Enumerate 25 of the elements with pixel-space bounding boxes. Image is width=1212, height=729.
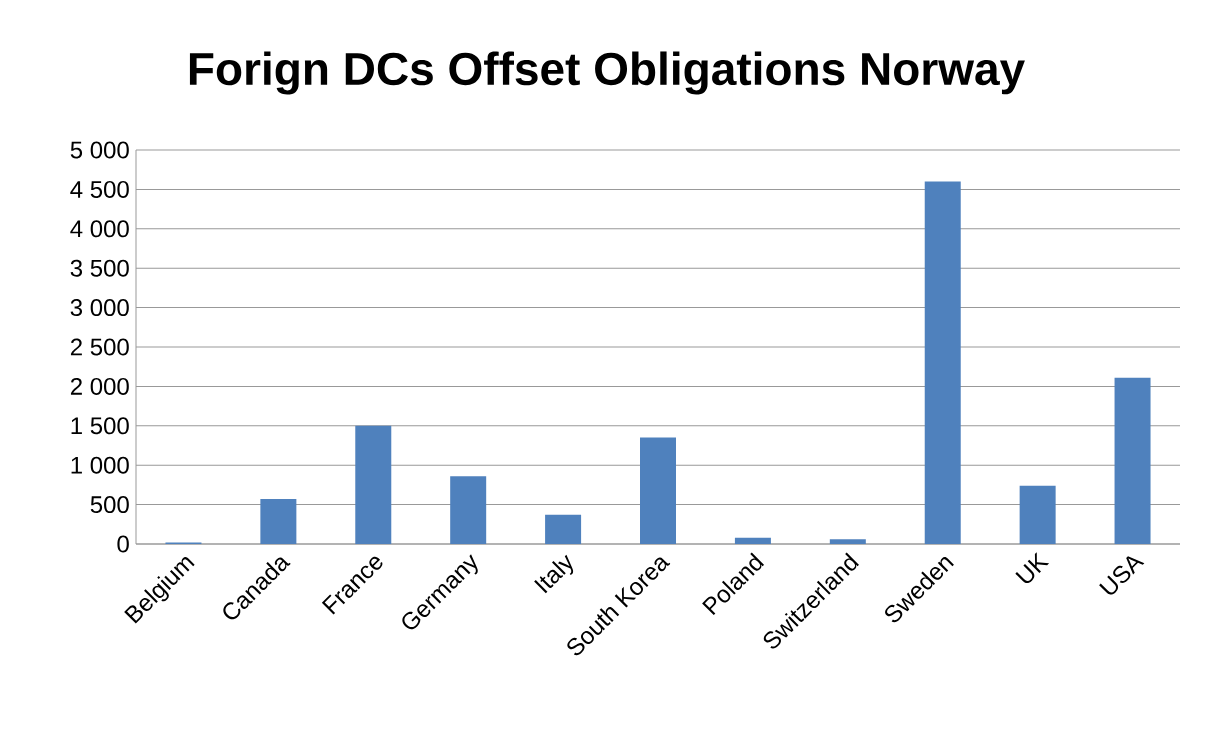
y-tick-label: 3 500 [70,259,129,277]
bar [1114,377,1151,544]
bar [640,437,676,544]
bar [829,539,866,544]
y-tick-label: 5 000 [70,141,129,159]
y-tick-label: 4 500 [70,180,129,198]
bar [355,425,392,544]
y-tick-label: 1 000 [71,456,129,474]
y-tick-label: 0 [117,535,129,553]
bar [545,514,582,544]
y-tick-label: 2 500 [70,338,129,356]
y-tick-label: 2 000 [70,377,129,395]
bar [924,181,961,544]
y-tick-label: 4 000 [70,220,129,238]
x-tick-label: Italy [534,554,574,594]
bar [734,537,771,544]
y-tick-label: 1 500 [71,417,129,435]
y-tick-label: 500 [90,496,129,514]
chart-title: Forign DCs Offset Obligations Norway [189,51,1025,95]
x-tick-label: USA [1099,556,1145,595]
y-tick-label: 3 000 [70,299,129,317]
bar [260,499,297,544]
bar [1019,485,1056,544]
x-tick-label: UK [1015,552,1050,584]
bar [450,476,487,544]
